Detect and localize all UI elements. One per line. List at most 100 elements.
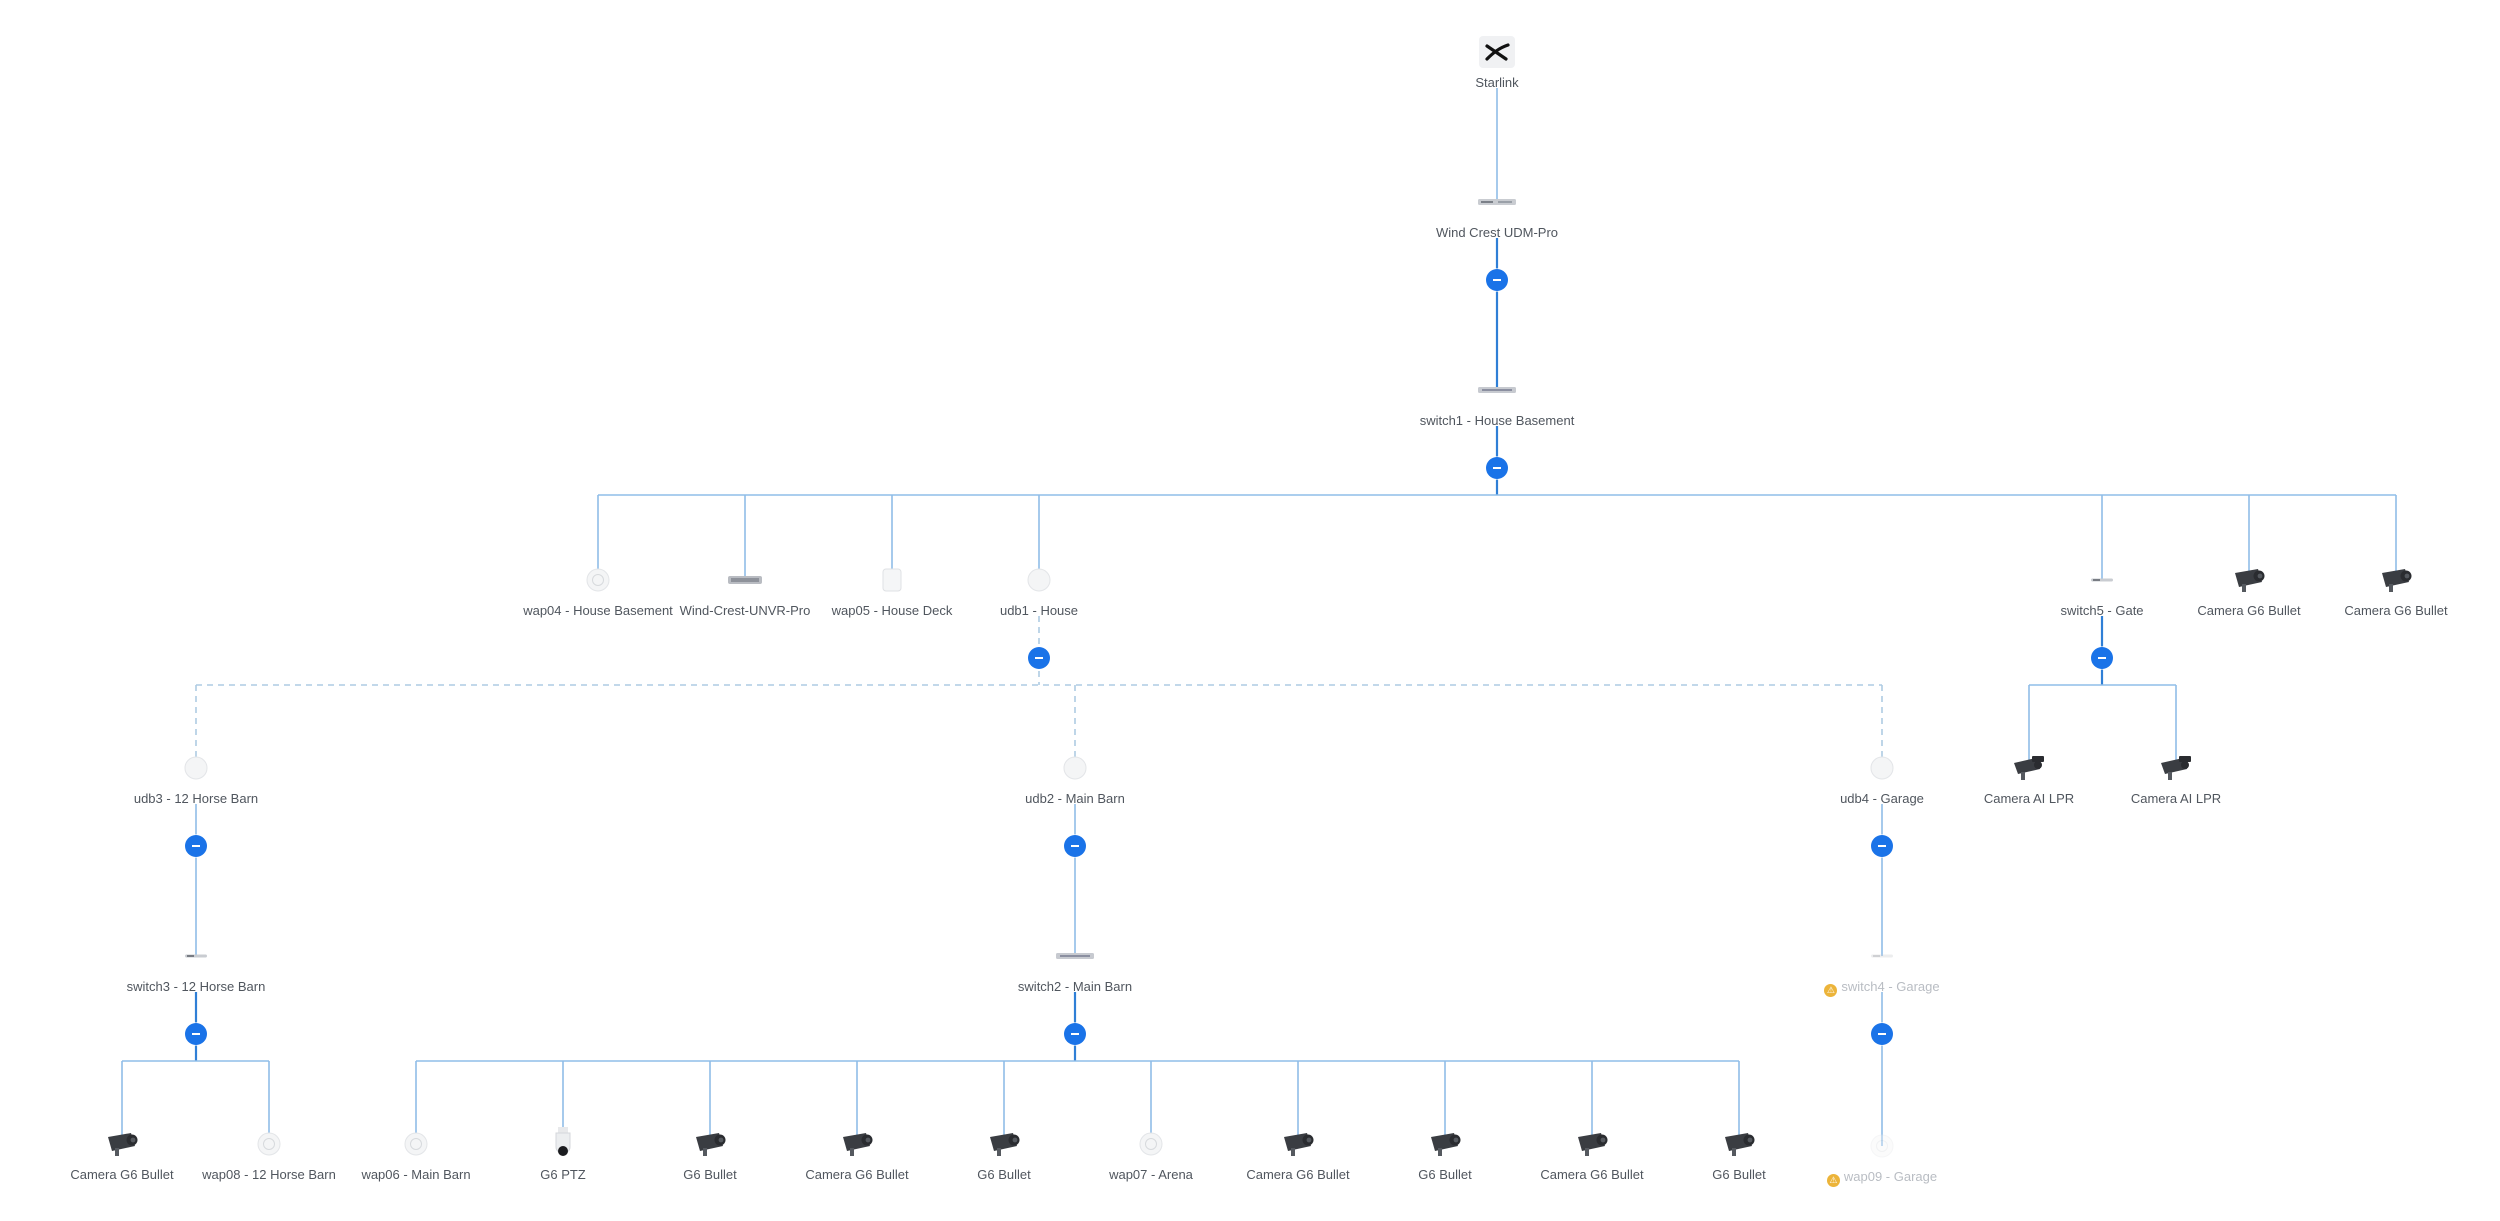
ptz-camera-icon[interactable] bbox=[552, 1127, 574, 1161]
device-label-text: switch1 - House Basement bbox=[1419, 413, 1575, 428]
device-label[interactable]: udb2 - Main Barn bbox=[955, 791, 1195, 807]
collapse-toggle-button[interactable] bbox=[1064, 1023, 1086, 1045]
flex-switch-icon[interactable] bbox=[2091, 577, 2113, 583]
device-label-text: G6 Bullet bbox=[977, 1167, 1031, 1182]
device-label[interactable]: Wind Crest UDM-Pro bbox=[1377, 225, 1617, 241]
collapse-toggle-button[interactable] bbox=[1486, 269, 1508, 291]
device-label[interactable]: switch3 - 12 Horse Barn bbox=[76, 979, 316, 995]
device-label-text: Wind Crest UDM-Pro bbox=[1435, 225, 1559, 240]
device-label[interactable]: wap05 - House Deck bbox=[772, 603, 1012, 619]
access-point-icon[interactable] bbox=[586, 568, 610, 592]
access-point-icon[interactable] bbox=[404, 1132, 428, 1156]
device-label-text: G6 Bullet bbox=[683, 1167, 737, 1182]
device-label[interactable]: udb1 - House bbox=[919, 603, 1159, 619]
device-label[interactable]: udb3 - 12 Horse Barn bbox=[76, 791, 316, 807]
device-label-text: udb4 - Garage bbox=[1840, 791, 1924, 806]
bullet-camera-icon[interactable] bbox=[987, 1131, 1021, 1157]
device-label-text: Camera AI LPR bbox=[1983, 791, 2075, 806]
flex-switch-icon[interactable] bbox=[1871, 953, 1893, 959]
device-label-text: udb3 - 12 Horse Barn bbox=[133, 791, 259, 806]
offline-warning-icon: ⚠ bbox=[1826, 1174, 1840, 1187]
access-point-icon[interactable] bbox=[1870, 1134, 1894, 1158]
device-label-text: wap07 - Arena bbox=[1109, 1167, 1193, 1182]
device-label-text: switch4 - Garage bbox=[1841, 979, 1940, 994]
collapse-toggle-button[interactable] bbox=[1871, 835, 1893, 857]
collapse-toggle-button[interactable] bbox=[1871, 1023, 1893, 1045]
device-label-text: G6 Bullet bbox=[1418, 1167, 1472, 1182]
device-label[interactable]: Camera G6 Bullet bbox=[737, 1167, 977, 1183]
device-label[interactable]: ⚠ switch4 - Garage bbox=[1762, 979, 2002, 997]
device-label-text: G6 PTZ bbox=[540, 1167, 586, 1182]
bullet-camera-icon[interactable] bbox=[1575, 1131, 1609, 1157]
bullet-camera-icon[interactable] bbox=[105, 1131, 139, 1157]
device-label[interactable]: G6 Bullet bbox=[1325, 1167, 1565, 1183]
collapse-toggle-button[interactable] bbox=[185, 1023, 207, 1045]
access-point-icon[interactable] bbox=[257, 1132, 281, 1156]
device-label-text: wap06 - Main Barn bbox=[361, 1167, 471, 1182]
building-bridge-icon[interactable] bbox=[1027, 568, 1051, 592]
bullet-camera-icon[interactable] bbox=[1722, 1131, 1756, 1157]
device-label[interactable]: Camera G6 Bullet bbox=[1178, 1167, 1418, 1183]
starlink-logo-icon[interactable] bbox=[1479, 36, 1515, 68]
device-label[interactable]: wap04 - House Basement bbox=[478, 603, 718, 619]
access-point-icon[interactable] bbox=[1139, 1132, 1163, 1156]
device-label[interactable]: Camera AI LPR bbox=[2056, 791, 2296, 807]
rack-switch-icon[interactable] bbox=[1478, 386, 1516, 394]
udm-pro-icon[interactable] bbox=[1478, 198, 1516, 206]
collapse-toggle-button[interactable] bbox=[185, 835, 207, 857]
device-label[interactable]: Camera G6 Bullet bbox=[2129, 603, 2369, 619]
device-label[interactable]: ⚠ wap09 - Garage bbox=[1762, 1169, 2002, 1187]
device-label-text: wap08 - 12 Horse Barn bbox=[202, 1167, 336, 1182]
collapse-toggle-button[interactable] bbox=[1064, 835, 1086, 857]
rack-switch-icon[interactable] bbox=[1056, 952, 1094, 960]
flex-switch-icon[interactable] bbox=[185, 953, 207, 959]
device-label[interactable]: wap07 - Arena bbox=[1031, 1167, 1271, 1183]
building-bridge-icon[interactable] bbox=[1870, 756, 1894, 780]
device-label[interactable]: Starlink bbox=[1377, 75, 1617, 91]
device-label-text: Starlink bbox=[1475, 75, 1519, 90]
device-label[interactable]: G6 Bullet bbox=[884, 1167, 1124, 1183]
device-label-text: wap04 - House Basement bbox=[523, 603, 673, 618]
device-label[interactable]: switch1 - House Basement bbox=[1377, 413, 1617, 429]
device-label-text: wap09 - Garage bbox=[1843, 1169, 1938, 1184]
device-label-text: Camera G6 Bullet bbox=[2344, 603, 2448, 618]
device-label-text: switch3 - 12 Horse Barn bbox=[126, 979, 266, 994]
device-label[interactable]: Camera G6 Bullet bbox=[2276, 603, 2500, 619]
collapse-toggle-button[interactable] bbox=[2091, 647, 2113, 669]
device-label-text: Camera G6 Bullet bbox=[2197, 603, 2301, 618]
nvr-icon[interactable] bbox=[728, 575, 762, 585]
device-label[interactable]: G6 Bullet bbox=[590, 1167, 830, 1183]
bullet-camera-icon[interactable] bbox=[2379, 567, 2413, 593]
collapse-toggle-button[interactable] bbox=[1028, 647, 1050, 669]
device-label-text: G6 Bullet bbox=[1712, 1167, 1766, 1182]
device-label[interactable]: wap08 - 12 Horse Barn bbox=[149, 1167, 389, 1183]
device-label[interactable]: Wind-Crest-UNVR-Pro bbox=[625, 603, 865, 619]
bullet-camera-icon[interactable] bbox=[1281, 1131, 1315, 1157]
bullet-camera-icon[interactable] bbox=[693, 1131, 727, 1157]
device-label-text: Camera AI LPR bbox=[2130, 791, 2222, 806]
building-bridge-icon[interactable] bbox=[1063, 756, 1087, 780]
device-label[interactable]: Camera AI LPR bbox=[1909, 791, 2149, 807]
device-label[interactable]: Camera G6 Bullet bbox=[2, 1167, 242, 1183]
collapse-toggle-button[interactable] bbox=[1486, 457, 1508, 479]
bullet-camera-icon[interactable] bbox=[840, 1131, 874, 1157]
device-label[interactable]: G6 Bullet bbox=[1619, 1167, 1859, 1183]
lpr-camera-icon[interactable] bbox=[2012, 755, 2046, 781]
device-label-text: switch5 - Gate bbox=[2060, 603, 2144, 618]
building-bridge-icon[interactable] bbox=[184, 756, 208, 780]
device-label-text: Camera G6 Bullet bbox=[1246, 1167, 1350, 1182]
device-label-text: Camera G6 Bullet bbox=[70, 1167, 174, 1182]
bullet-camera-icon[interactable] bbox=[2232, 567, 2266, 593]
device-label[interactable]: switch2 - Main Barn bbox=[955, 979, 1195, 995]
bullet-camera-icon[interactable] bbox=[1428, 1131, 1462, 1157]
device-label-text: Wind-Crest-UNVR-Pro bbox=[679, 603, 811, 618]
device-label[interactable]: wap06 - Main Barn bbox=[296, 1167, 536, 1183]
wall-access-point-icon[interactable] bbox=[882, 568, 902, 592]
device-label[interactable]: Camera G6 Bullet bbox=[1472, 1167, 1712, 1183]
device-label[interactable]: udb4 - Garage bbox=[1762, 791, 2002, 807]
device-label-text: udb2 - Main Barn bbox=[1025, 791, 1125, 806]
device-label[interactable]: switch5 - Gate bbox=[1982, 603, 2222, 619]
lpr-camera-icon[interactable] bbox=[2159, 755, 2193, 781]
device-label[interactable]: G6 PTZ bbox=[443, 1167, 683, 1183]
